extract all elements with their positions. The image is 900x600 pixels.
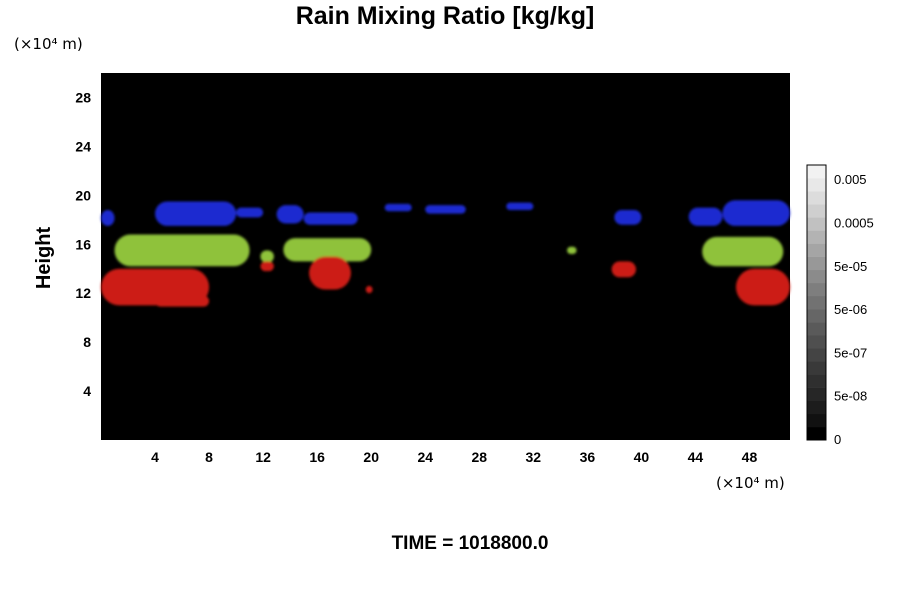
rain-blob: [365, 285, 373, 294]
y-tick-label: 12: [75, 285, 91, 301]
colorbar-label: 0.005: [834, 172, 867, 187]
colorbar-label: 0: [834, 432, 841, 447]
x-tick-label: 40: [634, 449, 650, 465]
rain-blob: [276, 205, 304, 224]
x-tick-label: 8: [205, 449, 213, 465]
colorbar-segment: [807, 178, 826, 192]
rain-blob: [614, 210, 642, 225]
x-axis-ticks: 4 8 12 16 20 24 28 32 36 40 44 48: [151, 449, 757, 465]
y-tick-label: 28: [75, 89, 91, 105]
y-tick-label: 16: [75, 236, 91, 252]
colorbar-segment: [807, 295, 826, 310]
x-tick-label: 36: [580, 449, 596, 465]
rain-field: [101, 200, 790, 307]
chart-title: Rain Mixing Ratio [kg/kg]: [296, 2, 595, 30]
y-axis-ticks: 4 8 12 16 20 24 28: [75, 89, 91, 399]
x-tick-label: 44: [688, 449, 704, 465]
colorbar-segment: [807, 204, 826, 218]
rain-blob: [114, 234, 250, 267]
x-tick-label: 24: [417, 449, 433, 465]
rain-blob: [303, 212, 358, 225]
y-axis-unit: (×10⁴ m): [14, 35, 83, 53]
x-tick-label: 12: [255, 449, 271, 465]
rain-blob: [309, 256, 351, 290]
colorbar-segment: [807, 309, 826, 323]
rain-blob: [260, 261, 274, 272]
colorbar-segment: [807, 191, 826, 205]
colorbar-label: 5e-08: [834, 389, 867, 404]
colorbar-segment: [807, 269, 826, 284]
rain-blob: [101, 210, 115, 226]
rain-blob: [735, 268, 790, 306]
x-tick-label: 48: [742, 449, 758, 465]
rain-blob: [722, 200, 790, 226]
colorbar: 0 5e-08 5e-07 5e-06 5e-05 0.0005 0.005: [806, 164, 874, 447]
rain-blob: [506, 202, 534, 211]
colorbar-segment: [807, 322, 826, 336]
colorbar-segment: [807, 243, 826, 257]
rain-blob: [567, 246, 577, 255]
x-tick-label: 16: [309, 449, 325, 465]
colorbar-segment: [807, 282, 826, 297]
colorbar-segment: [807, 335, 826, 349]
rain-blob: [155, 295, 210, 307]
rain-blob: [688, 207, 723, 226]
x-axis-unit: (×10⁴ m): [716, 474, 785, 492]
colorbar-segment: [807, 348, 826, 362]
colorbar-label: 5e-07: [834, 345, 867, 360]
rain-blob: [236, 207, 264, 218]
rain-blob: [611, 261, 636, 278]
colorbar-label: 0.0005: [834, 216, 874, 231]
rain-blob: [155, 201, 237, 226]
colorbar-segment: [807, 256, 826, 271]
colorbar-segment: [807, 374, 826, 388]
colorbar-segment: [807, 413, 826, 428]
rain-blob: [425, 205, 466, 214]
y-axis-label: Height: [33, 227, 55, 290]
colorbar-segment: [807, 165, 826, 179]
colorbar-segment: [807, 230, 826, 244]
y-tick-label: 4: [83, 383, 91, 399]
colorbar-segment: [807, 361, 826, 375]
rain-blob: [260, 250, 274, 263]
colorbar-segment: [807, 400, 826, 415]
rain-blob: [283, 238, 372, 262]
colorbar-segment: [807, 217, 826, 231]
y-tick-label: 8: [83, 334, 91, 350]
colorbar-label: 5e-06: [834, 302, 867, 317]
colorbar-segment: [807, 387, 826, 402]
x-tick-label: 32: [526, 449, 542, 465]
colorbar-label: 5e-05: [834, 259, 867, 274]
x-tick-label: 28: [471, 449, 487, 465]
y-tick-label: 20: [75, 187, 91, 203]
rain-blob: [384, 203, 412, 212]
colorbar-segment: [807, 426, 826, 441]
colorbar-frame: [806, 164, 827, 441]
x-tick-label: 4: [151, 449, 159, 465]
y-tick-label: 24: [75, 138, 91, 154]
rain-blob: [702, 236, 784, 267]
time-label: TIME = 1018800.0: [392, 533, 549, 554]
x-tick-label: 20: [363, 449, 379, 465]
